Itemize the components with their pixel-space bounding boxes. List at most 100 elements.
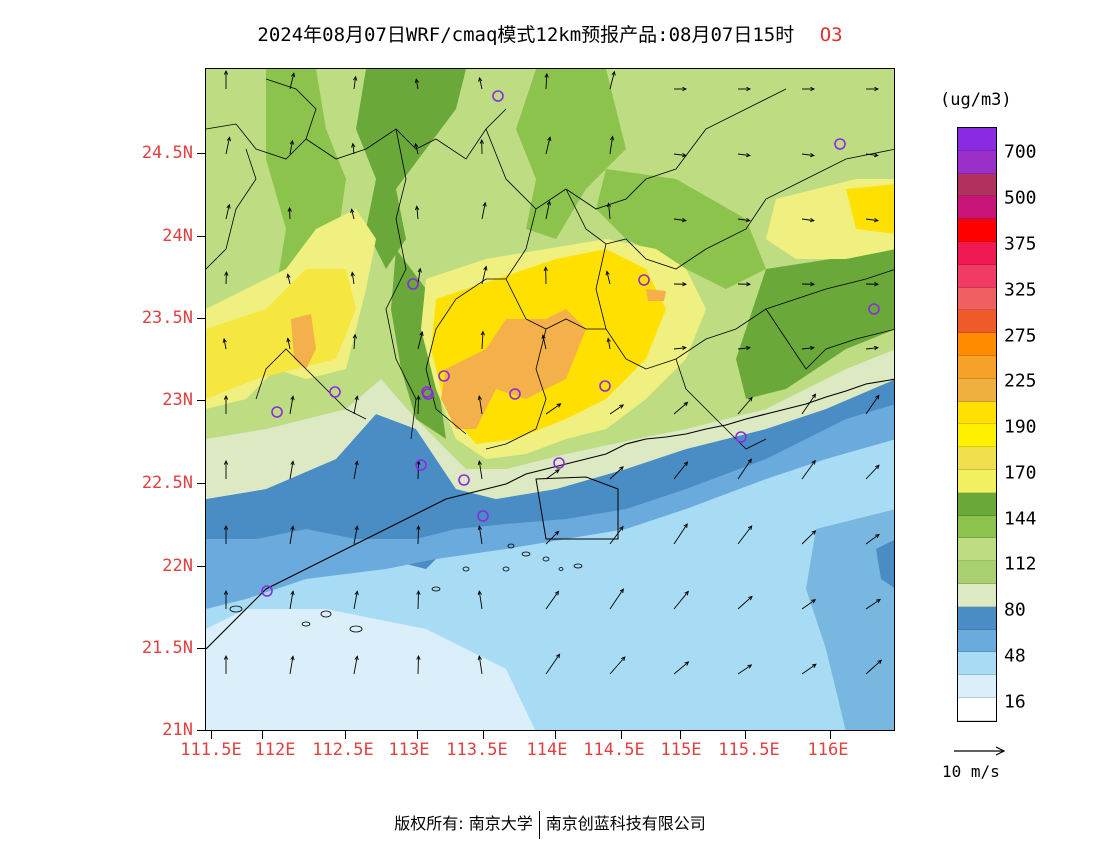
wind-arrow-head: [810, 86, 816, 92]
wind-arrow-head: [354, 590, 359, 596]
wind-arrow-head: [606, 337, 611, 343]
x-tick: [211, 731, 212, 739]
wind-arrow-head: [619, 466, 624, 471]
copyright-text: 版权所有: 南京大学: [394, 814, 533, 833]
legend-label: 500: [1004, 187, 1037, 209]
legend-color-swatch: [958, 310, 996, 334]
copyright-footer: 版权所有: 南京大学 南京创蓝科技有限公司: [0, 810, 1100, 839]
wind-arrow-head: [809, 218, 815, 223]
yellow-core-west: [206, 269, 356, 399]
green-dark-band-4: [736, 249, 894, 399]
wind-arrow: [417, 655, 419, 675]
wind-arrow-head: [482, 201, 487, 207]
station-marker: [329, 386, 341, 398]
islands: [229, 543, 583, 633]
wind-arrow-head: [747, 458, 752, 464]
wind-arrow: [545, 591, 559, 610]
x-tick: [417, 731, 418, 739]
wind-arrow-head: [290, 590, 295, 596]
legend-color-swatch: [958, 515, 996, 539]
longitude-label: 115.5E: [718, 740, 780, 760]
wind-arrow: [417, 268, 421, 285]
wind-arrow-head: [287, 206, 292, 212]
wind-arrow-head: [414, 78, 419, 84]
wind-arrow-head: [605, 270, 610, 276]
latitude-label: 23.5N: [141, 308, 193, 328]
wind-arrow-head: [477, 395, 482, 401]
wind-arrow-head: [606, 202, 612, 208]
station-marker: [415, 459, 427, 471]
wind-arrow-head: [350, 208, 355, 214]
wind-arrow: [801, 599, 816, 610]
wind-arrow-head: [479, 139, 484, 144]
wind-arrow: [545, 654, 560, 675]
legend-label: 190: [1004, 416, 1037, 438]
wind-arrow: [865, 599, 881, 610]
orange-zone-central: [441, 309, 586, 429]
longitude-label: 116E: [807, 740, 849, 760]
wind-arrow-head: [683, 523, 688, 529]
wind-arrow-head: [223, 459, 229, 465]
legend-color-swatch: [958, 150, 996, 174]
y-tick: [197, 483, 205, 484]
legend-label: 80: [1004, 599, 1026, 621]
wind-arrow-head: [350, 271, 355, 277]
wind-arrow: [673, 218, 686, 222]
wind-arrow: [289, 591, 294, 610]
wind-arrow: [865, 659, 882, 675]
wind-arrow-head: [477, 525, 482, 531]
y-tick: [197, 566, 205, 567]
station-marker: [438, 370, 450, 382]
wind-arrow-head: [544, 72, 549, 78]
latitude-label: 24.5N: [141, 143, 193, 163]
wind-arrow: [478, 526, 483, 545]
wind-arrow: [545, 201, 551, 220]
legend-label: 112: [1004, 553, 1037, 575]
wind-arrow: [289, 396, 294, 415]
wind-arrow: [417, 395, 419, 415]
legend-label: 700: [1004, 141, 1037, 163]
longitude-label: 114E: [526, 740, 568, 760]
longitude-label: 114.5E: [583, 740, 645, 760]
wind-arrow-head: [875, 394, 880, 400]
wind-arrow-head: [811, 459, 816, 465]
station-marker: [271, 406, 283, 418]
y-tick: [197, 236, 205, 237]
y-tick: [197, 648, 205, 649]
station-marker: [638, 274, 650, 286]
wind-arrow-head: [746, 282, 752, 287]
yellow-core-east: [846, 184, 894, 234]
wind-arrow: [353, 591, 358, 610]
wind-arrow-head: [419, 330, 424, 337]
wind-arrow: [865, 153, 878, 156]
x-tick: [745, 731, 746, 739]
wind-arrow-head: [353, 75, 358, 81]
wind-arrow: [353, 396, 358, 415]
x-tick: [830, 731, 831, 739]
wind-arrow: [417, 331, 423, 350]
wind-arrow-head: [480, 330, 485, 336]
wind-arrow: [545, 73, 548, 90]
wind-arrow-head: [809, 345, 815, 351]
wind-arrow: [225, 204, 230, 220]
wind-arrow: [478, 396, 483, 415]
company-name: 南京创蓝科技有限公司: [545, 814, 706, 833]
wind-arrow-head: [811, 663, 817, 668]
wind-arrow: [351, 272, 355, 285]
wind-arrow-head: [554, 530, 560, 536]
wind-arrow-head: [290, 460, 295, 466]
legend-color-swatch: [958, 697, 996, 721]
wind-arrow-head: [875, 464, 880, 470]
wind-arrow-head: [290, 525, 295, 531]
wind-arrow: [545, 403, 561, 415]
wind-arrow-head: [351, 142, 356, 148]
legend-color-swatch: [958, 241, 996, 265]
wind-arrow: [481, 202, 486, 220]
wind-arrow-head: [748, 396, 753, 402]
legend-label: 375: [1004, 233, 1037, 255]
latitude-label: 22N: [162, 556, 193, 576]
wind-arrow: [801, 153, 814, 156]
wind-arrow: [353, 461, 358, 480]
wind-arrow-head: [286, 273, 291, 279]
wind-arrow: [737, 397, 753, 415]
